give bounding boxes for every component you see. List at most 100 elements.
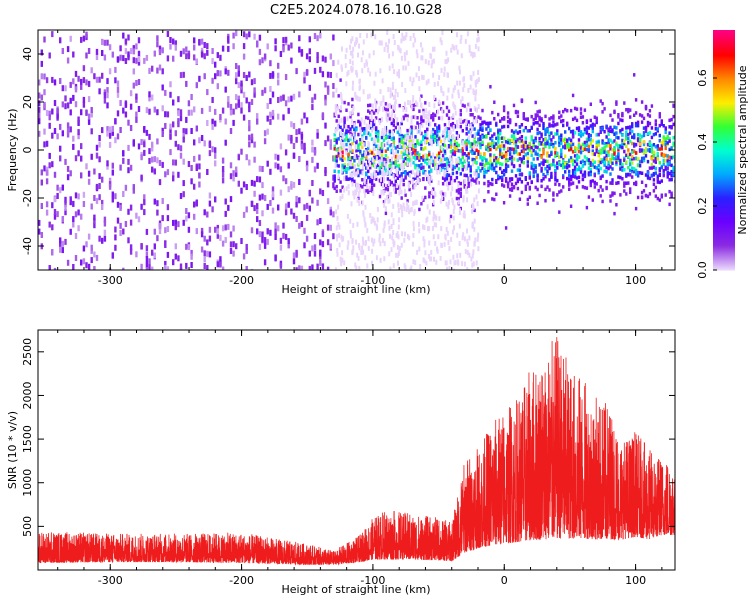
spectrogram-cell <box>295 195 298 202</box>
spectrogram-cell <box>441 30 444 36</box>
spectrogram-cell <box>108 44 112 51</box>
spectrogram-cell <box>412 233 415 238</box>
spectrogram-cell <box>370 116 373 122</box>
spectrogram-cell <box>368 93 371 99</box>
spectrogram-cell <box>253 87 256 94</box>
spectrogram-cell <box>219 234 222 241</box>
spectrogram-cell <box>544 167 547 171</box>
spectrogram-cell <box>499 128 502 133</box>
colorbar-step <box>713 124 735 127</box>
spectrogram-cell <box>438 216 441 222</box>
spectrogram-cell <box>466 241 469 247</box>
spectrogram-cell <box>358 43 360 49</box>
spectrogram-cell <box>633 133 636 137</box>
spectrogram-cell <box>617 148 620 152</box>
spectrogram-cell <box>198 163 201 170</box>
spectrogram-cell <box>397 224 400 230</box>
spectrogram-cell <box>45 178 49 185</box>
spectrogram-cell <box>405 32 408 38</box>
spectrogram-cell <box>556 178 559 183</box>
spectrogram-cell <box>366 184 369 190</box>
spectrogram-cell <box>562 175 565 180</box>
spectrogram-cell <box>413 200 416 206</box>
spectrogram-cell <box>261 89 264 96</box>
spectrogram-cell <box>66 128 70 135</box>
spectrogram-cell <box>153 106 156 113</box>
spectrogram-cell <box>349 230 352 235</box>
spectrogram-cell <box>366 164 369 170</box>
spectrogram-cell <box>432 136 435 140</box>
spectrogram-cell <box>414 100 417 106</box>
spectrogram-cell <box>573 149 577 153</box>
spectrogram-cell <box>358 265 361 270</box>
spectrogram-cell <box>430 141 433 147</box>
spectrogram-cell <box>347 167 350 171</box>
spectrogram-cell <box>59 237 62 244</box>
spectrogram-cell <box>349 176 352 181</box>
spectrogram-cell <box>398 69 400 75</box>
colorbar-step <box>713 104 735 107</box>
spectrogram-cell <box>471 177 474 181</box>
spectrogram-cell <box>393 114 396 120</box>
spectrogram-cell <box>367 190 370 194</box>
spectrogram-cell <box>292 258 296 265</box>
spectrogram-cell <box>380 40 383 46</box>
spectrogram-cell <box>475 155 478 160</box>
spectrogram-cell <box>605 124 608 129</box>
spectrogram-cell <box>404 56 407 62</box>
spectrogram-cell <box>339 189 342 193</box>
spectrogram-cell <box>424 58 427 64</box>
spectrogram-cell <box>491 163 494 167</box>
spectrogram-cell <box>417 170 420 176</box>
colorbar-step <box>713 40 735 43</box>
spectrogram-cell <box>526 160 529 164</box>
spectrogram-cell <box>339 130 342 136</box>
spectrogram-cell <box>235 63 238 69</box>
spectrogram-cell <box>414 114 417 120</box>
spectrogram-cell <box>208 200 212 207</box>
spectrogram-cell <box>341 193 344 199</box>
spectrogram-cell <box>532 144 535 148</box>
spectrogram-cell <box>502 116 506 120</box>
spectrogram-cell <box>274 228 277 235</box>
spectrogram-cell <box>93 73 96 80</box>
spectrogram-cell <box>398 132 401 137</box>
spectrogram-cell <box>650 157 654 161</box>
spectrogram-cell <box>185 262 188 269</box>
spectrogram-cell <box>642 133 646 138</box>
spectrogram-cell <box>434 129 437 134</box>
spectrogram-cell <box>235 170 238 177</box>
spectrogram-cell <box>625 192 628 196</box>
spectrogram-cell <box>351 165 354 169</box>
spectrogram-cell <box>72 51 75 58</box>
spectrogram-cell <box>420 202 423 206</box>
spectrogram-cell <box>536 201 539 205</box>
spectrogram-cell <box>633 156 636 161</box>
spectrogram-cell <box>597 141 600 145</box>
spectrogram-cell <box>263 237 267 244</box>
spectrogram-cell <box>321 263 325 270</box>
spectrogram-cell <box>367 141 370 147</box>
spectrogram-cell <box>237 99 240 106</box>
spectrogram-cell <box>277 154 280 161</box>
spectrogram-cell <box>229 248 233 254</box>
spectrogram-cell <box>666 159 669 163</box>
spectrogram-cell <box>43 141 46 148</box>
spectrogram-cell <box>235 72 238 79</box>
spectrogram-cell <box>540 155 543 159</box>
spectrogram-cell <box>418 207 421 212</box>
spectrogram-cell <box>364 255 367 261</box>
spectrogram-cell <box>324 167 327 173</box>
spectrogram-cell <box>404 176 407 180</box>
spectrogram-cell <box>583 171 587 176</box>
spectrogram-cell <box>111 196 114 203</box>
spectrogram-cell <box>333 144 336 149</box>
spectrogram-cell <box>287 186 290 193</box>
spectrogram-cell <box>471 253 474 259</box>
spectrogram-cell <box>378 159 381 165</box>
spectrogram-cell <box>615 162 618 167</box>
spectrogram-cell <box>487 166 490 170</box>
spectrogram-cell <box>337 137 340 141</box>
spectrogram-cell <box>487 148 490 153</box>
spectrogram-cell <box>371 157 374 163</box>
